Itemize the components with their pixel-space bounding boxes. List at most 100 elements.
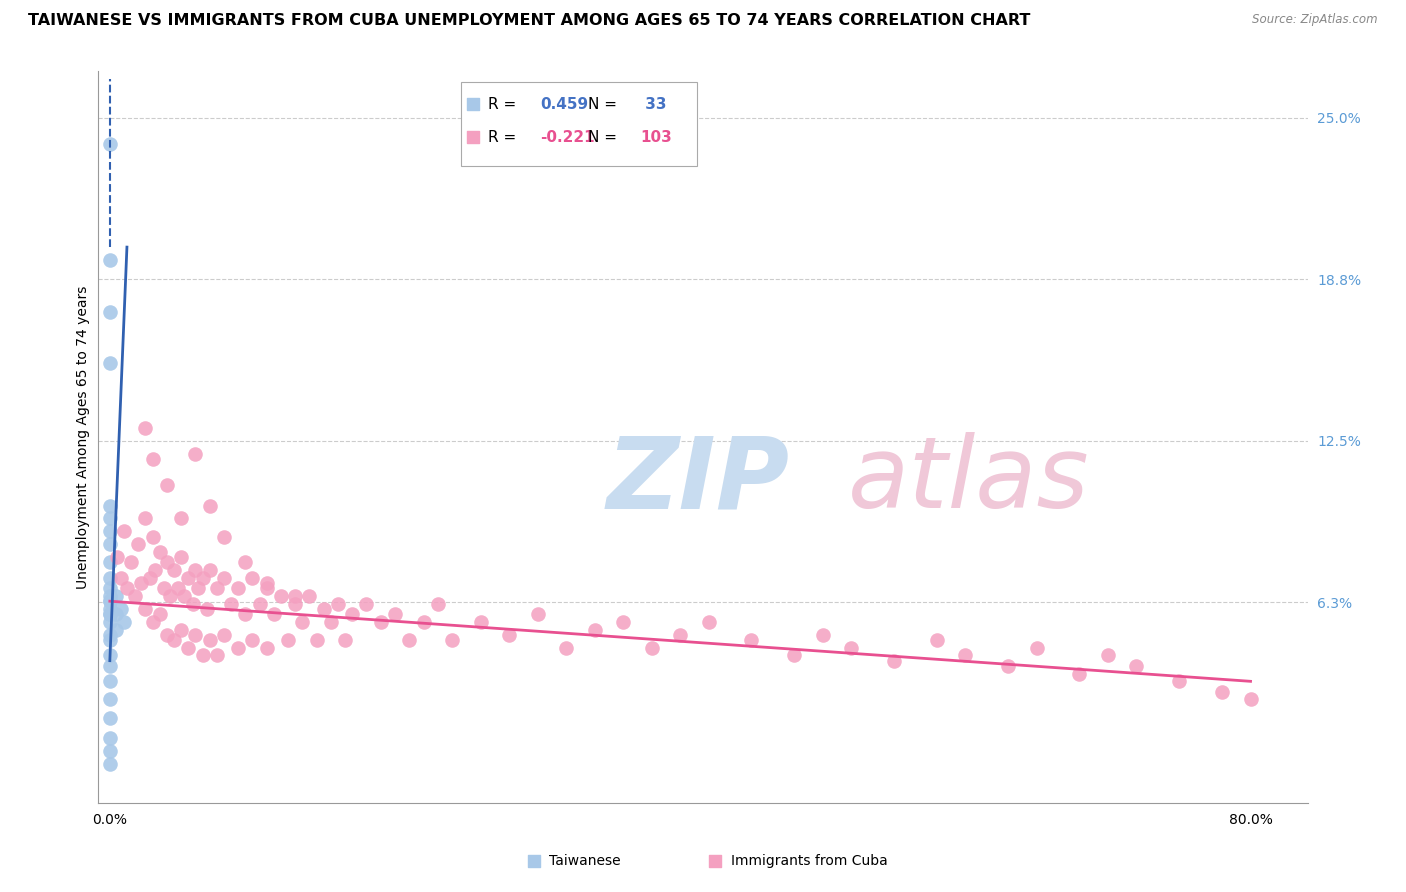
Point: [212, 530, 235, 544]
Point: [470, 615, 492, 629]
Point: [120, 556, 142, 570]
Point: [205, 648, 228, 663]
Point: [312, 602, 335, 616]
Text: TAIWANESE VS IMMIGRANTS FROM CUBA UNEMPLOYMENT AMONG AGES 65 TO 74 YEARS CORRELA: TAIWANESE VS IMMIGRANTS FROM CUBA UNEMPL…: [28, 13, 1031, 29]
Point: [98, 524, 121, 539]
Point: [112, 615, 135, 629]
Text: 103: 103: [640, 129, 672, 145]
Point: [212, 628, 235, 642]
Text: 0.459: 0.459: [540, 96, 588, 112]
Point: [104, 589, 127, 603]
Point: [697, 615, 720, 629]
Point: [98, 632, 121, 647]
Point: [170, 550, 193, 565]
Point: [883, 654, 905, 668]
Point: [526, 607, 548, 621]
Point: [98, 582, 121, 596]
Point: [104, 607, 127, 621]
Text: -0.221: -0.221: [540, 129, 595, 145]
Point: [441, 632, 464, 647]
Point: [997, 658, 1019, 673]
FancyBboxPatch shape: [461, 82, 697, 167]
Point: [173, 589, 195, 603]
Point: [342, 607, 364, 621]
Point: [156, 556, 179, 570]
Point: [219, 597, 242, 611]
Point: [305, 632, 328, 647]
Point: [127, 537, 149, 551]
Point: [170, 511, 193, 525]
Point: [98, 537, 121, 551]
Text: N =: N =: [588, 129, 621, 145]
Point: [277, 632, 299, 647]
Point: [191, 648, 214, 663]
Point: [319, 615, 342, 629]
Point: [955, 648, 977, 663]
Point: [98, 757, 121, 772]
Point: [129, 576, 152, 591]
Point: [242, 632, 264, 647]
Point: [412, 615, 434, 629]
Point: [98, 731, 121, 746]
Point: [333, 632, 356, 647]
Point: [98, 658, 121, 673]
Point: [98, 615, 121, 629]
Point: [198, 563, 221, 577]
Point: [249, 597, 271, 611]
Point: [170, 623, 193, 637]
Point: [98, 253, 121, 268]
Point: [98, 511, 121, 525]
Point: [98, 607, 121, 621]
Point: [1211, 684, 1233, 698]
Point: [233, 607, 256, 621]
Point: [115, 582, 138, 596]
Point: [398, 632, 420, 647]
Text: N =: N =: [588, 96, 621, 112]
Point: [256, 640, 278, 655]
Point: [284, 597, 307, 611]
Point: [167, 582, 190, 596]
Point: [384, 607, 406, 621]
Point: [740, 632, 762, 647]
Point: [142, 615, 165, 629]
Point: [356, 597, 378, 611]
Point: [98, 356, 121, 370]
Point: [98, 674, 121, 689]
Point: [177, 571, 200, 585]
Text: Source: ZipAtlas.com: Source: ZipAtlas.com: [1253, 13, 1378, 27]
Point: [98, 136, 121, 151]
Point: [134, 602, 156, 616]
Point: [159, 589, 181, 603]
Point: [583, 623, 606, 637]
Text: ZIP: ZIP: [606, 433, 789, 530]
Point: [104, 623, 127, 637]
Point: [98, 602, 121, 616]
Point: [98, 628, 121, 642]
Point: [198, 632, 221, 647]
Point: [142, 452, 165, 467]
Point: [426, 597, 449, 611]
Point: [187, 582, 209, 596]
Point: [291, 615, 314, 629]
Point: [134, 511, 156, 525]
Point: [198, 499, 221, 513]
Point: [156, 628, 179, 642]
Point: [149, 607, 172, 621]
Point: [226, 582, 249, 596]
Point: [139, 571, 162, 585]
Point: [370, 615, 392, 629]
Point: [184, 563, 207, 577]
Point: [256, 576, 278, 591]
Point: [195, 602, 218, 616]
Point: [98, 648, 121, 663]
Point: [555, 640, 578, 655]
Point: [242, 571, 264, 585]
Point: [98, 556, 121, 570]
Text: atlas: atlas: [848, 433, 1090, 530]
Point: [263, 607, 285, 621]
Text: Taiwanese: Taiwanese: [550, 855, 621, 868]
Point: [184, 628, 207, 642]
Point: [1239, 692, 1261, 706]
Point: [1168, 674, 1191, 689]
Point: [181, 597, 204, 611]
